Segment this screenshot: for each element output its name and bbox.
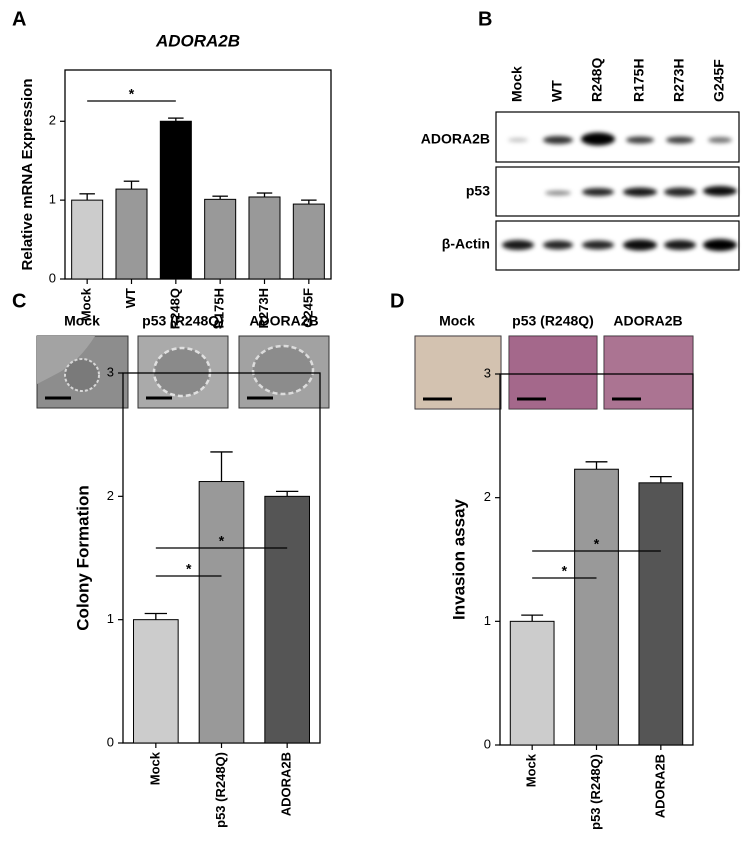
blot <box>495 111 740 271</box>
lane-label: R175H <box>631 58 647 102</box>
bar <box>574 468 619 746</box>
blot-row-label: p53 <box>466 183 490 199</box>
x-tick-label: ADORA2B <box>279 752 294 816</box>
significance-label: * <box>186 561 192 577</box>
significance-label: * <box>562 563 568 579</box>
lane-label: G245F <box>711 59 727 102</box>
bar <box>292 203 325 280</box>
panel-label: A <box>12 8 26 30</box>
blot-bands <box>502 132 737 251</box>
panel-label: B <box>478 8 492 30</box>
x-tick-label: G245F <box>300 288 315 328</box>
lane-label: WT <box>549 80 565 102</box>
x-tick-label: p53 (R248Q) <box>588 754 603 830</box>
bar <box>638 482 684 746</box>
bar <box>71 199 104 280</box>
panel-label: C <box>12 290 26 312</box>
x-tick-label: Mock <box>524 753 539 787</box>
lane-label: R248Q <box>589 58 605 102</box>
x-tick-label: p53 (R248Q) <box>213 752 228 828</box>
y-tick-label: 1 <box>49 192 56 207</box>
y-tick-label: 1 <box>107 611 114 626</box>
lane-label: R273H <box>671 58 687 102</box>
y-tick-label: 2 <box>49 113 56 128</box>
bar <box>159 120 192 280</box>
y-tick-label: 0 <box>49 270 56 285</box>
micrographs-colony <box>36 335 330 409</box>
bar <box>248 196 281 280</box>
x-tick-label: WT <box>123 288 138 308</box>
x-tick-label: Mock <box>79 287 94 321</box>
x-tick-label: R248Q <box>167 288 182 329</box>
bar <box>204 198 237 280</box>
bar <box>133 619 179 744</box>
blot-row-label: ADORA2B <box>421 131 490 147</box>
plot-frame <box>64 69 332 280</box>
y-tick-label: 0 <box>107 734 114 749</box>
significance-label: * <box>594 536 600 552</box>
lane-label: Mock <box>509 66 525 102</box>
chart-title: ADORA2B <box>155 31 240 50</box>
significance-label: * <box>129 86 135 102</box>
micrograph-label: ADORA2B <box>613 313 682 329</box>
micrograph-label: Mock <box>64 313 100 329</box>
micrographs-invasion <box>414 335 694 410</box>
x-tick-label: R273H <box>256 288 271 328</box>
y-tick-label: 3 <box>107 364 114 379</box>
bar <box>115 188 148 280</box>
micrograph-label: p53 (R248Q) <box>512 313 594 329</box>
panel-label: D <box>390 290 404 312</box>
micrograph-label: p53 (R248Q) <box>142 313 224 329</box>
bar <box>198 481 245 744</box>
y-axis-label: Relative mRNA Expression <box>19 78 36 270</box>
x-tick-label: R175H <box>212 288 227 328</box>
micrograph-label: ADORA2B <box>249 313 318 329</box>
blot-row-label: β-Actin <box>442 236 490 252</box>
x-tick-label: Mock <box>147 751 162 785</box>
y-tick-label: 3 <box>484 365 491 380</box>
bar <box>264 495 310 744</box>
y-axis-label: Invasion assay <box>449 498 468 620</box>
y-tick-label: 2 <box>484 489 491 504</box>
x-tick-label: ADORA2B <box>652 754 667 818</box>
y-tick-label: 1 <box>484 613 491 628</box>
y-axis-label: Colony Formation <box>73 485 92 630</box>
y-tick-label: 0 <box>484 736 491 751</box>
bar <box>509 620 555 746</box>
y-tick-label: 2 <box>107 488 114 503</box>
significance-label: * <box>219 533 225 549</box>
micrograph-label: Mock <box>439 313 475 329</box>
